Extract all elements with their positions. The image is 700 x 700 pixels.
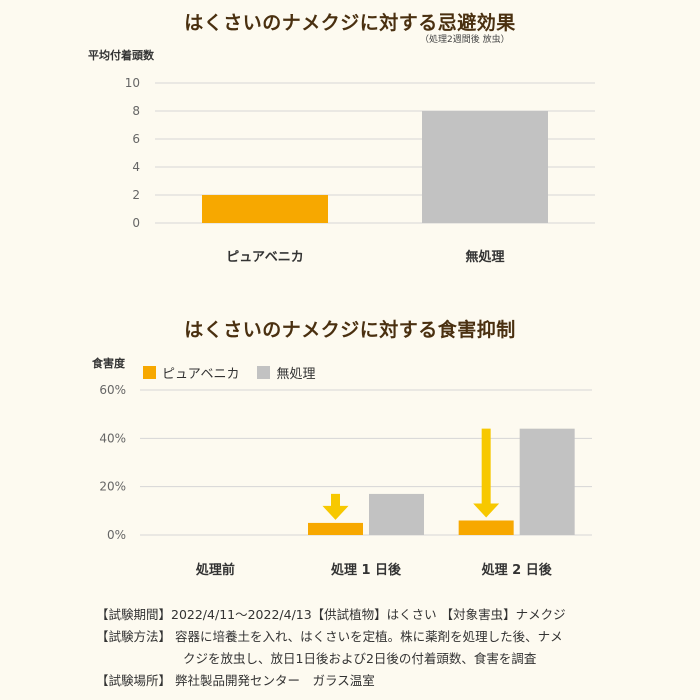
legend-label-untreated: 無処理 [276,366,316,382]
down-arrow-annotation [473,428,500,518]
notes-line-method: 【試験方法】 容器に培養土を入れ、はくさいを定植。株に薬剤を処理した後、ナメ [96,629,563,644]
test-notes: 【試験期間】2022/4/11～2022/4/13【供試植物】はくさい 【対象害… [96,604,656,692]
chart2-bar [369,493,424,535]
chart2-title: はくさいのナメクジに対する食害抑制 [184,319,516,341]
chart2-y-tick: 60% [99,383,126,397]
notes-line-location: 【試験場所】 弊社製品開発センター ガラス温室 [96,673,375,688]
chart2-legend: ピュアベニカ 無処理 [143,362,316,382]
chart1-y-tick: 8 [132,104,140,118]
down-arrow-annotation [322,493,349,520]
chart1-category-label: ピュアベニカ [226,250,303,265]
chart2-y-tick: 40% [99,431,126,445]
notes-line-method-cont: クジを放虫し、放日1日後および2日後の付着頭数、食害を調査 [183,651,537,666]
chart2-y-tick: 20% [99,480,126,494]
chart2-plot: 0% 20% 40% 60% 処理前 処理 1 日後 処理 2 日後 [99,383,592,578]
chart2-bar [308,522,363,535]
chart2-y-axis-label: 食害度 [92,357,125,370]
legend-label-purebenica: ピュアベニカ [162,366,240,382]
chart1-y-axis-label: 平均付着頭数 [88,49,154,62]
chart1-y-tick: 10 [125,76,140,90]
chart1-plot: 0 2 4 6 8 10 ピュアベニカ 無処理 [125,76,595,265]
chart1-y-tick: 6 [132,132,140,146]
chart2-category-label: 処理 1 日後 [330,562,402,578]
chart1-y-tick: 2 [132,188,140,202]
chart2-y-tick: 0% [107,528,126,542]
chart1-y-tick: 4 [132,160,140,174]
chart1-y-tick: 0 [132,216,140,230]
chart2-bar [458,520,514,535]
chart2-category-label: 処理前 [195,562,235,578]
chart2-category-label: 処理 2 日後 [481,562,553,578]
chart1-bar [422,111,548,223]
chart1-category-label: 無処理 [465,249,504,265]
legend-swatch-purebenica [143,365,156,379]
legend-swatch-untreated [257,365,271,379]
chart1-bar [202,195,328,223]
chart1-title: はくさいのナメクジに対する忌避効果 [184,12,516,34]
notes-line-period: 【試験期間】2022/4/11～2022/4/13【供試植物】はくさい 【対象害… [96,607,566,622]
chart2-bar [519,428,575,535]
chart1-subtitle: （処理2週間後 放虫） [420,35,510,45]
